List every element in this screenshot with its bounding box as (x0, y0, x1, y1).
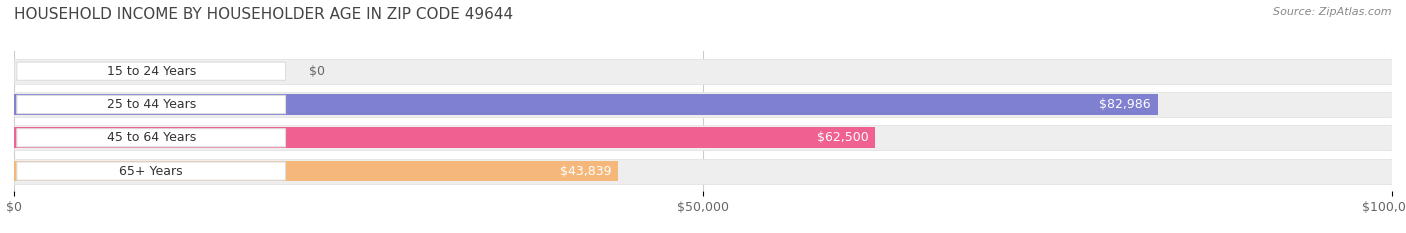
Text: $43,839: $43,839 (560, 164, 612, 178)
FancyBboxPatch shape (17, 96, 285, 114)
Bar (14, 159, 1392, 184)
FancyBboxPatch shape (17, 62, 285, 80)
Text: HOUSEHOLD INCOME BY HOUSEHOLDER AGE IN ZIP CODE 49644: HOUSEHOLD INCOME BY HOUSEHOLDER AGE IN Z… (14, 7, 513, 22)
Bar (14, 59, 1392, 84)
Bar (14, 125, 1392, 150)
Bar (14, 161, 619, 182)
Text: 15 to 24 Years: 15 to 24 Years (107, 65, 195, 78)
Bar (14, 92, 1392, 117)
FancyBboxPatch shape (17, 162, 285, 180)
Text: 45 to 64 Years: 45 to 64 Years (107, 131, 195, 144)
Text: $0: $0 (309, 65, 325, 78)
Text: 65+ Years: 65+ Years (120, 164, 183, 178)
Text: Source: ZipAtlas.com: Source: ZipAtlas.com (1274, 7, 1392, 17)
Text: $62,500: $62,500 (817, 131, 869, 144)
FancyBboxPatch shape (17, 129, 285, 147)
Bar (14, 94, 1157, 115)
Bar (14, 127, 876, 148)
Text: 25 to 44 Years: 25 to 44 Years (107, 98, 195, 111)
Text: $82,986: $82,986 (1099, 98, 1150, 111)
